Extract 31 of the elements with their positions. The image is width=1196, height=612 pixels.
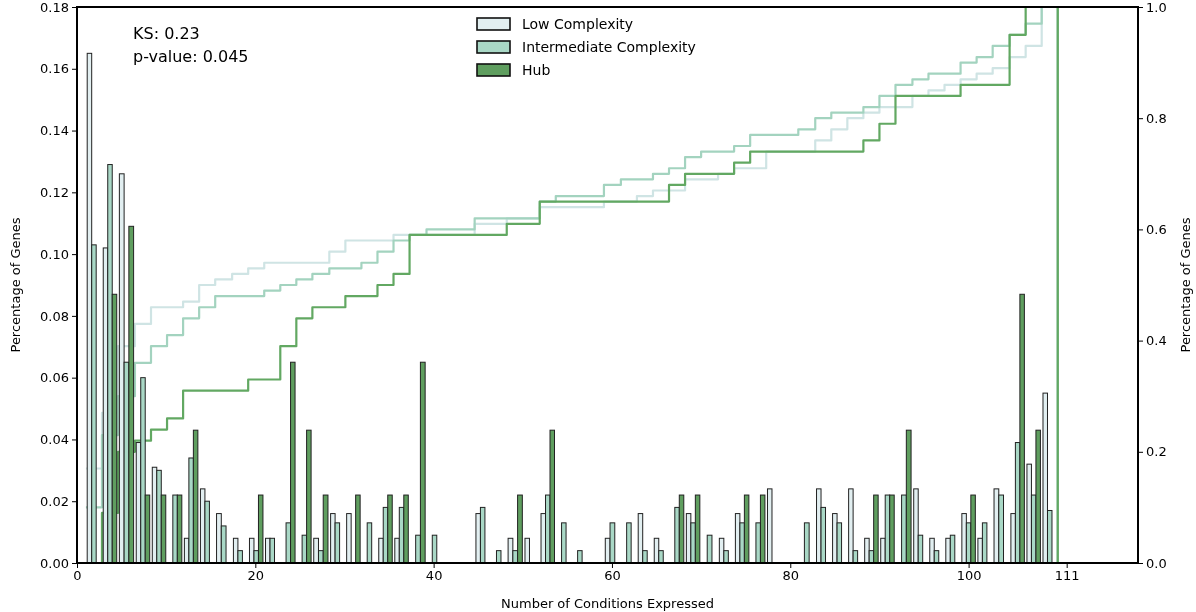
y-axis-title: Percentage of Genes <box>8 217 23 353</box>
x-tick-label: 100 <box>956 568 982 584</box>
legend-label: Hub <box>522 62 551 78</box>
y2-tick-label: 0.8 <box>1146 110 1167 126</box>
legend-label: Low Complexity <box>522 16 634 32</box>
x-tick-label: 80 <box>782 568 800 584</box>
y2-tick-label: 1.0 <box>1146 0 1167 15</box>
y2-tick-label: 0.2 <box>1146 444 1167 460</box>
legend-label: Intermediate Complexity <box>522 39 696 55</box>
y-tick-label: 0.06 <box>40 370 69 386</box>
x-tick-label: 40 <box>425 568 443 584</box>
y-tick-label: 0.14 <box>40 123 69 139</box>
x-tick-label: 20 <box>247 568 265 584</box>
y2-axis-title: Percentage of Genes <box>1178 217 1193 353</box>
y-tick-label: 0.02 <box>40 493 69 509</box>
x-tick-label: 60 <box>604 568 621 584</box>
annotation: p-value: 0.045 <box>133 47 249 66</box>
y2-tick-label: 0.4 <box>1146 333 1167 349</box>
y-tick-label: 0.18 <box>40 0 69 15</box>
y-tick-label: 0.08 <box>40 308 69 324</box>
y-tick-label: 0.12 <box>40 184 69 200</box>
x-tick-label: 111 <box>1054 568 1080 584</box>
x-axis-title: Number of Conditions Expressed <box>501 596 714 611</box>
y-tick-label: 0.00 <box>40 555 69 571</box>
y2-tick-label: 0.0 <box>1146 555 1167 571</box>
y-tick-label: 0.16 <box>40 61 69 77</box>
x-tick-label: 0 <box>73 568 82 584</box>
y2-tick-label: 0.6 <box>1146 222 1167 238</box>
annotation: KS: 0.23 <box>133 24 200 43</box>
y-tick-label: 0.10 <box>40 246 69 262</box>
y-tick-label: 0.04 <box>40 432 69 448</box>
